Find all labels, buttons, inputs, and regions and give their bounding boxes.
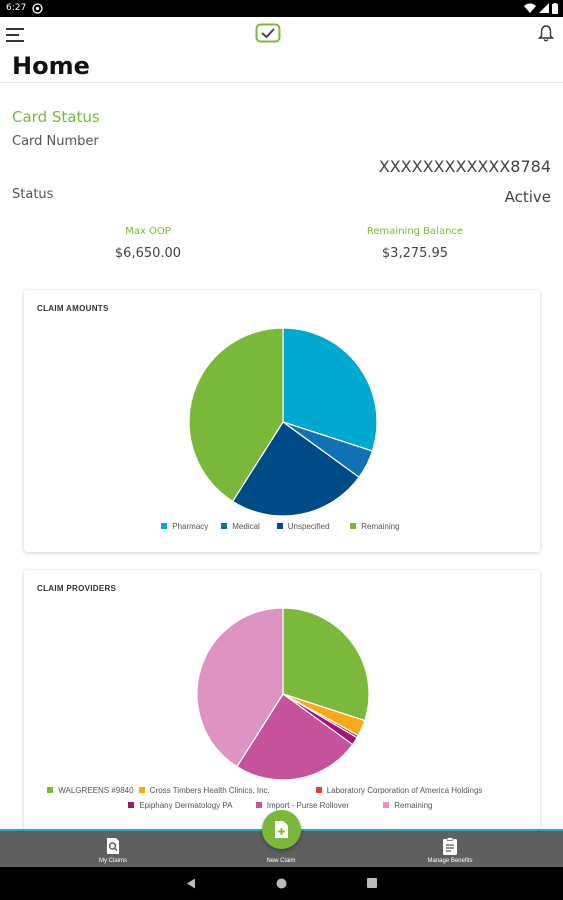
claim-amounts-title: CLAIM AMOUNTS <box>37 304 109 313</box>
nav-new-claim-label: New Claim <box>266 858 296 864</box>
claim-amounts-card: CLAIM AMOUNTS Pharmacy Medical Unspecified… <box>24 290 540 552</box>
legend-swatch <box>315 787 322 793</box>
legend-label: Remaining <box>361 522 400 531</box>
app-logo-icon[interactable] <box>255 23 281 43</box>
legend-label: Laboratory Corporation of America Holdin… <box>326 786 483 795</box>
battery-icon <box>552 3 558 14</box>
legend-swatch <box>255 802 262 808</box>
legend-item-epiphany-dermatology-pa[interactable]: Epiphany Dermatology PA <box>128 801 232 810</box>
status-label: Status <box>12 187 54 202</box>
legend-label: WALGREENS #9840 <box>58 786 134 795</box>
back-icon[interactable] <box>186 878 196 889</box>
nav-my-claims[interactable]: My Claims <box>53 831 173 867</box>
legend-item-cross-timbers-health-clinics-inc[interactable]: Cross Timbers Health Clinics, Inc. <box>138 786 270 795</box>
card-status-title: Card Status <box>12 108 100 126</box>
legend-item-laboratory-corporation-of-america-holdings[interactable]: Laboratory Corporation of America Holdin… <box>315 786 483 795</box>
claim-providers-card: CLAIM PROVIDERS WALGREENS #9840 Cross Tim… <box>24 570 540 830</box>
nav-new-claim[interactable]: New Claim <box>221 831 341 867</box>
legend-swatch <box>383 802 390 808</box>
pie-slice-pharmacy[interactable] <box>282 327 378 452</box>
claim-providers-pie <box>196 607 370 781</box>
legend-swatch <box>138 787 145 793</box>
remaining-balance-value: $3,275.95 <box>381 246 449 261</box>
legend-swatch <box>350 523 357 529</box>
legend-item-medical[interactable]: Medical <box>221 522 260 531</box>
app-bar: Home <box>0 17 563 83</box>
pie-slice-remaining[interactable] <box>188 327 284 503</box>
page-title: Home <box>12 52 90 80</box>
legend-item-remaining[interactable]: Remaining <box>383 801 433 810</box>
legend-item-remaining[interactable]: Remaining <box>350 522 400 531</box>
legend-swatch <box>161 523 168 529</box>
legend-item-import-purse-rollover[interactable]: Import - Purse Rollover <box>255 801 349 810</box>
legend-swatch <box>276 523 283 529</box>
bell-icon[interactable] <box>538 24 554 42</box>
legend-item-walgreens-9840[interactable]: WALGREENS #9840 <box>47 786 134 795</box>
cell-signal-icon <box>539 3 549 13</box>
menu-icon[interactable] <box>6 26 26 44</box>
nav-manage-benefits-label: Manage Benefits <box>427 858 473 864</box>
recents-icon[interactable] <box>367 878 377 888</box>
status-bar: 6:27 <box>0 0 563 17</box>
status-time: 6:27 <box>6 3 27 13</box>
pie-slice-remaining[interactable] <box>196 607 284 768</box>
card-number-label: Card Number <box>12 134 99 149</box>
notification-icon <box>32 3 43 14</box>
claim-amounts-pie <box>188 327 378 517</box>
legend-item-pharmacy[interactable]: Pharmacy <box>161 522 208 531</box>
max-oop-label: Max OOP <box>125 226 171 237</box>
claim-amounts-legend: Pharmacy Medical Unspecified Remaining <box>24 522 540 534</box>
clipboard-icon <box>443 837 457 855</box>
pie-slice-unspecified[interactable] <box>231 421 360 517</box>
legend-item-unspecified[interactable]: Unspecified <box>276 522 330 531</box>
legend-swatch <box>47 787 54 793</box>
system-nav-bar <box>0 867 563 900</box>
legend-label: Import - Purse Rollover <box>266 801 349 810</box>
new-claim-button[interactable] <box>262 810 301 849</box>
status-value: Active <box>504 188 551 206</box>
nav-my-claims-label: My Claims <box>99 858 127 864</box>
legend-label: Remaining <box>394 801 433 810</box>
legend-label: Pharmacy <box>172 522 209 531</box>
claim-providers-legend: WALGREENS #9840 Cross Timbers Health Clin… <box>24 786 540 818</box>
remaining-balance-label: Remaining Balance <box>366 226 464 237</box>
legend-label: Unspecified <box>287 522 330 531</box>
pie-slice-import-purse-rollover[interactable] <box>236 693 354 781</box>
legend-swatch <box>128 802 135 808</box>
add-document-icon <box>275 821 288 838</box>
max-oop-value: $6,650.00 <box>114 246 182 261</box>
legend-label: Medical <box>232 522 260 531</box>
nav-manage-benefits[interactable]: Manage Benefits <box>390 831 510 867</box>
card-number-value: XXXXXXXXXXXX8784 <box>378 157 551 176</box>
claims-search-icon <box>107 838 119 854</box>
home-icon[interactable] <box>276 878 287 889</box>
legend-label: Epiphany Dermatology PA <box>139 801 233 810</box>
legend-label: Cross Timbers Health Clinics, Inc. <box>149 786 270 795</box>
wifi-icon <box>524 3 536 13</box>
claim-providers-title: CLAIM PROVIDERS <box>37 584 117 593</box>
legend-swatch <box>221 523 228 529</box>
pie-slice-walgreens-9840[interactable] <box>282 607 370 722</box>
